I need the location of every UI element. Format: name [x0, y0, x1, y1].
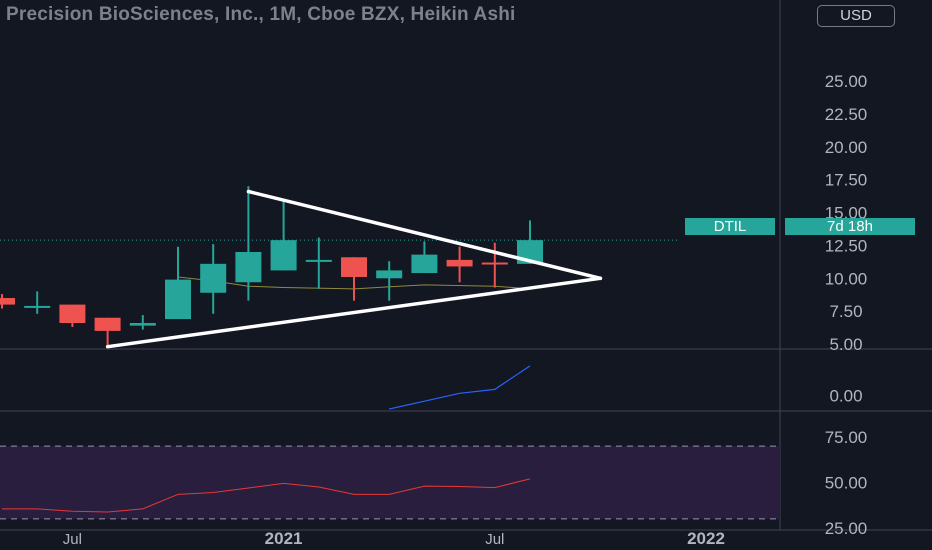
price-tick-label: 17.50	[825, 171, 868, 190]
time-tick-label: 2022	[687, 529, 725, 548]
candle[interactable]	[481, 242, 508, 288]
candle[interactable]	[165, 246, 191, 320]
candle[interactable]	[129, 315, 156, 330]
rsi-tick-label: 25.00	[825, 519, 868, 538]
rsi-tick-label: 75.00	[825, 428, 868, 447]
candle-body	[200, 263, 227, 293]
chart-title: Precision BioSciences, Inc., 1M, Cboe BZ…	[6, 4, 516, 25]
candle-body	[24, 305, 51, 308]
candle-body	[0, 298, 15, 305]
price-tick-label: 5.00	[829, 335, 862, 354]
candle[interactable]	[200, 244, 227, 314]
rsi-pane	[2, 478, 531, 513]
candle-body	[235, 251, 262, 283]
triangle-trendline[interactable]	[246, 189, 603, 281]
countdown-price-tag: 7d 18h	[785, 218, 915, 235]
candle[interactable]	[305, 237, 332, 289]
rsi-band	[0, 445, 780, 520]
candle-body	[376, 270, 403, 279]
rsi-tick-label: 50.00	[825, 474, 868, 493]
candle[interactable]	[376, 261, 403, 301]
candle-body	[129, 323, 156, 326]
candle-body	[270, 240, 297, 271]
price-tick-label: 22.50	[825, 105, 868, 124]
candle-body	[411, 254, 438, 274]
indicator-tick-label: 0.00	[829, 386, 862, 405]
triangle-trendline[interactable]	[105, 276, 603, 349]
candle-body	[341, 257, 367, 277]
price-tick-label: 7.50	[829, 302, 862, 321]
rsi-line	[2, 478, 531, 513]
candle-body	[165, 279, 191, 320]
price-axis[interactable]: 5.00 7.50 10.00 12.50 15.00 17.50 20.00 22.50 25…	[825, 72, 868, 538]
time-tick-label: 2021	[265, 529, 303, 548]
price-tick-label: 12.50	[825, 236, 868, 255]
candle[interactable]	[235, 186, 262, 301]
candle-body	[305, 259, 332, 262]
candle[interactable]	[446, 246, 473, 283]
price-tick-label: 25.00	[825, 72, 868, 91]
candle[interactable]	[24, 291, 51, 314]
price-tick-label: 15.00	[825, 204, 868, 223]
time-axis[interactable]: Jul 2021 Jul 2022	[63, 529, 725, 548]
candle-body	[59, 304, 86, 324]
price-tick-label: 10.00	[825, 269, 868, 288]
candle[interactable]	[341, 257, 367, 301]
indicator-line	[389, 365, 531, 410]
indicator-pane	[389, 365, 531, 410]
candle-body	[94, 317, 121, 331]
candle[interactable]	[0, 294, 15, 309]
candle-body	[446, 259, 473, 267]
chart-separators	[0, 0, 932, 531]
time-tick-label: Jul	[485, 531, 504, 548]
candles[interactable]	[0, 186, 543, 348]
symbol-price-tag: DTIL	[685, 218, 775, 235]
price-tick-label: 20.00	[825, 138, 868, 157]
candle[interactable]	[94, 317, 121, 348]
time-tick-label: Jul	[63, 531, 82, 548]
candle-body	[481, 262, 508, 265]
candle[interactable]	[270, 200, 297, 271]
currency-button[interactable]: USD	[817, 5, 895, 27]
trendlines[interactable]	[105, 189, 603, 349]
candle[interactable]	[59, 304, 86, 327]
candle[interactable]	[411, 241, 438, 274]
rsi-band-fill	[0, 446, 780, 519]
